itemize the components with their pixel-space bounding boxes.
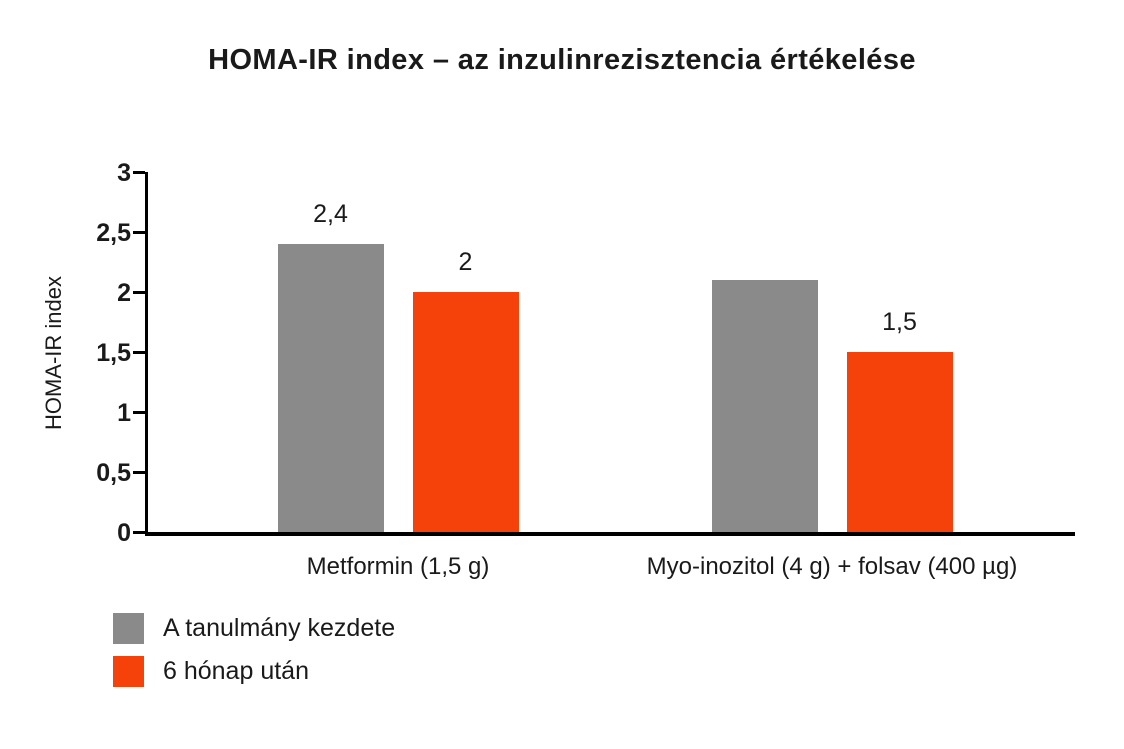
legend-item: A tanulmány kezdete	[113, 613, 395, 644]
bar	[412, 292, 519, 532]
y-tick-label: 1	[117, 399, 131, 427]
chart-title: HOMA-IR index – az inzulinrezisztencia é…	[208, 44, 916, 76]
bar	[711, 280, 818, 532]
bar	[277, 244, 384, 532]
legend-label: 6 hónap után	[163, 657, 309, 685]
y-tick-label: 1,5	[96, 339, 131, 367]
x-axis-line	[145, 532, 1075, 536]
bar	[846, 352, 953, 532]
y-tick-label: 3	[117, 159, 131, 187]
y-tick-mark	[133, 411, 145, 414]
bar-value-label: 2,4	[313, 200, 348, 228]
legend-item: 6 hónap után	[113, 656, 395, 687]
y-tick-label: 0	[117, 519, 131, 547]
category-label: Metformin (1,5 g)	[306, 553, 490, 580]
y-tick-mark	[133, 471, 145, 474]
bar-value-label: 2	[458, 248, 473, 276]
category-label: Myo-inozitol (4 g) + folsav (400 µg)	[646, 553, 1018, 580]
y-tick-label: 2	[117, 279, 131, 307]
y-tick-label: 0,5	[96, 459, 131, 487]
y-tick-mark	[133, 351, 145, 354]
y-tick-mark	[133, 531, 145, 534]
y-axis-line	[145, 172, 148, 532]
y-tick-label: 2,5	[96, 219, 131, 247]
legend: A tanulmány kezdete 6 hónap után	[113, 613, 395, 699]
legend-swatch	[113, 656, 144, 687]
legend-label: A tanulmány kezdete	[163, 614, 396, 642]
y-tick-mark	[133, 291, 145, 294]
legend-swatch	[113, 613, 144, 644]
y-tick-mark	[133, 171, 145, 174]
bar-value-label: 1,5	[882, 308, 917, 336]
y-tick-mark	[133, 231, 145, 234]
